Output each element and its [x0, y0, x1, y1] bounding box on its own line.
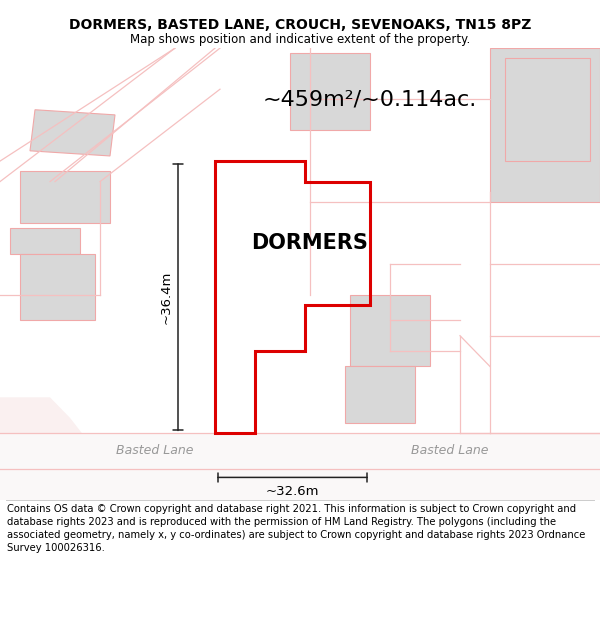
Polygon shape — [290, 53, 370, 130]
Text: ~36.4m: ~36.4m — [160, 271, 173, 324]
Polygon shape — [20, 254, 95, 320]
Text: ~32.6m: ~32.6m — [266, 485, 319, 498]
Text: ~459m²/~0.114ac.: ~459m²/~0.114ac. — [263, 89, 477, 109]
Text: Map shows position and indicative extent of the property.: Map shows position and indicative extent… — [130, 32, 470, 46]
Text: Basted Lane: Basted Lane — [116, 444, 194, 458]
Text: Basted Lane: Basted Lane — [411, 444, 489, 458]
Text: DORMERS, BASTED LANE, CROUCH, SEVENOAKS, TN15 8PZ: DORMERS, BASTED LANE, CROUCH, SEVENOAKS,… — [69, 18, 531, 32]
Polygon shape — [345, 366, 415, 423]
Polygon shape — [30, 110, 115, 156]
Polygon shape — [20, 171, 110, 222]
Text: DORMERS: DORMERS — [251, 233, 368, 253]
Polygon shape — [0, 398, 90, 500]
Polygon shape — [10, 228, 80, 254]
Polygon shape — [505, 58, 590, 161]
Polygon shape — [0, 433, 600, 500]
Text: Contains OS data © Crown copyright and database right 2021. This information is : Contains OS data © Crown copyright and d… — [7, 504, 586, 553]
Polygon shape — [350, 294, 430, 366]
Polygon shape — [490, 48, 600, 202]
